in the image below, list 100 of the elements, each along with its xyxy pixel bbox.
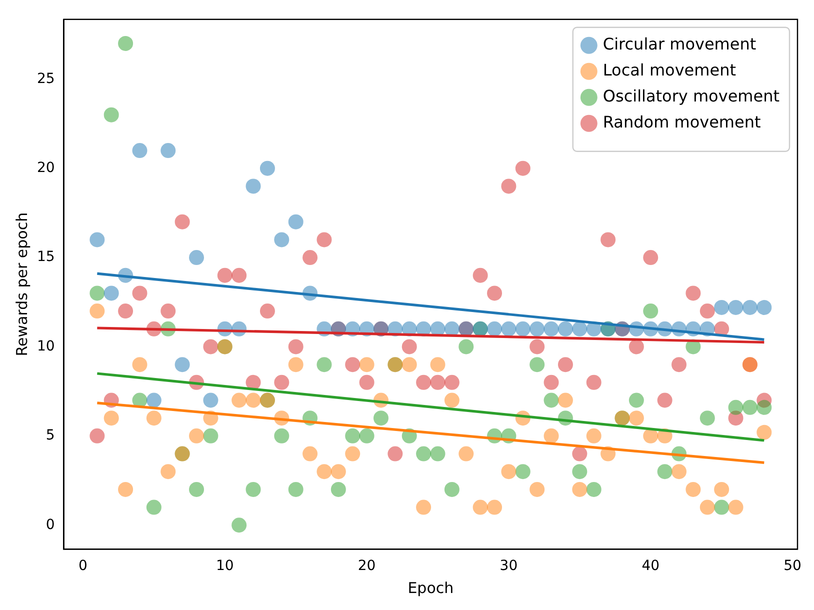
point	[118, 304, 134, 319]
legend-label: Circular movement	[602, 34, 756, 54]
point	[118, 482, 134, 497]
legend-label: Random movement	[602, 112, 761, 132]
point	[756, 400, 772, 415]
point	[330, 482, 346, 497]
point	[345, 357, 360, 372]
point	[246, 392, 261, 408]
point	[132, 286, 148, 301]
point	[586, 428, 602, 444]
point	[132, 357, 148, 372]
point	[189, 428, 204, 444]
point	[359, 428, 374, 444]
y-tick-label: 0	[46, 516, 55, 533]
point	[544, 374, 559, 390]
point	[472, 500, 488, 515]
point	[189, 250, 204, 266]
point	[657, 464, 672, 480]
point	[756, 424, 772, 440]
point	[572, 321, 588, 336]
point	[444, 392, 460, 408]
point	[628, 339, 644, 354]
y-tick-label: 15	[36, 249, 55, 266]
point	[728, 400, 744, 415]
x-tick-label: 20	[358, 558, 376, 574]
point	[90, 286, 105, 301]
point	[544, 321, 559, 336]
point	[586, 374, 602, 390]
point	[487, 500, 502, 515]
point	[544, 428, 559, 444]
point	[359, 374, 374, 390]
point	[288, 214, 304, 230]
point	[246, 374, 261, 390]
point	[686, 482, 701, 497]
point	[416, 446, 432, 462]
point	[302, 446, 318, 462]
point	[217, 268, 232, 283]
point	[487, 286, 502, 301]
point	[330, 464, 346, 480]
x-tick-label: 50	[784, 558, 802, 574]
point	[359, 357, 374, 372]
x-tick-label: 0	[78, 558, 88, 574]
point	[515, 321, 530, 336]
point	[260, 160, 275, 176]
point	[756, 300, 772, 315]
point	[672, 357, 687, 372]
point	[515, 464, 530, 480]
point	[274, 374, 290, 390]
x-tick-label: 40	[642, 558, 660, 574]
point	[146, 410, 162, 426]
point	[232, 392, 247, 408]
x-tick-label: 30	[500, 558, 518, 574]
point	[444, 374, 460, 390]
point	[160, 143, 176, 158]
point	[288, 482, 304, 497]
point	[458, 339, 474, 354]
point	[742, 300, 758, 315]
point	[628, 410, 644, 426]
point	[714, 500, 730, 515]
point	[416, 374, 432, 390]
point	[700, 500, 715, 515]
point	[132, 143, 148, 158]
point	[501, 464, 516, 480]
point	[628, 392, 644, 408]
point	[586, 482, 602, 497]
legend-label: Oscillatory movement	[602, 86, 780, 106]
point	[487, 321, 502, 336]
point	[742, 400, 758, 415]
point	[572, 464, 588, 480]
point	[373, 410, 388, 426]
point	[260, 304, 275, 319]
point	[700, 410, 715, 426]
point	[643, 250, 658, 266]
point	[643, 304, 658, 319]
point	[444, 321, 460, 336]
point	[146, 392, 162, 408]
point	[274, 428, 290, 444]
point	[501, 321, 516, 336]
point	[316, 464, 332, 480]
point	[600, 232, 616, 248]
point	[657, 392, 672, 408]
y-tick-label: 25	[36, 70, 55, 87]
point	[203, 339, 218, 354]
point	[430, 446, 446, 462]
point	[90, 428, 105, 444]
point	[501, 178, 516, 194]
y-tick-label: 20	[36, 160, 55, 176]
x-tick-label: 10	[216, 558, 234, 574]
point	[572, 482, 588, 497]
point	[530, 357, 545, 372]
point	[530, 339, 545, 354]
point	[288, 357, 304, 372]
point	[430, 374, 446, 390]
point	[160, 464, 176, 480]
point	[274, 232, 290, 248]
point	[714, 300, 730, 315]
point	[232, 268, 247, 283]
point	[246, 178, 261, 194]
point	[458, 446, 474, 462]
point	[430, 357, 446, 372]
